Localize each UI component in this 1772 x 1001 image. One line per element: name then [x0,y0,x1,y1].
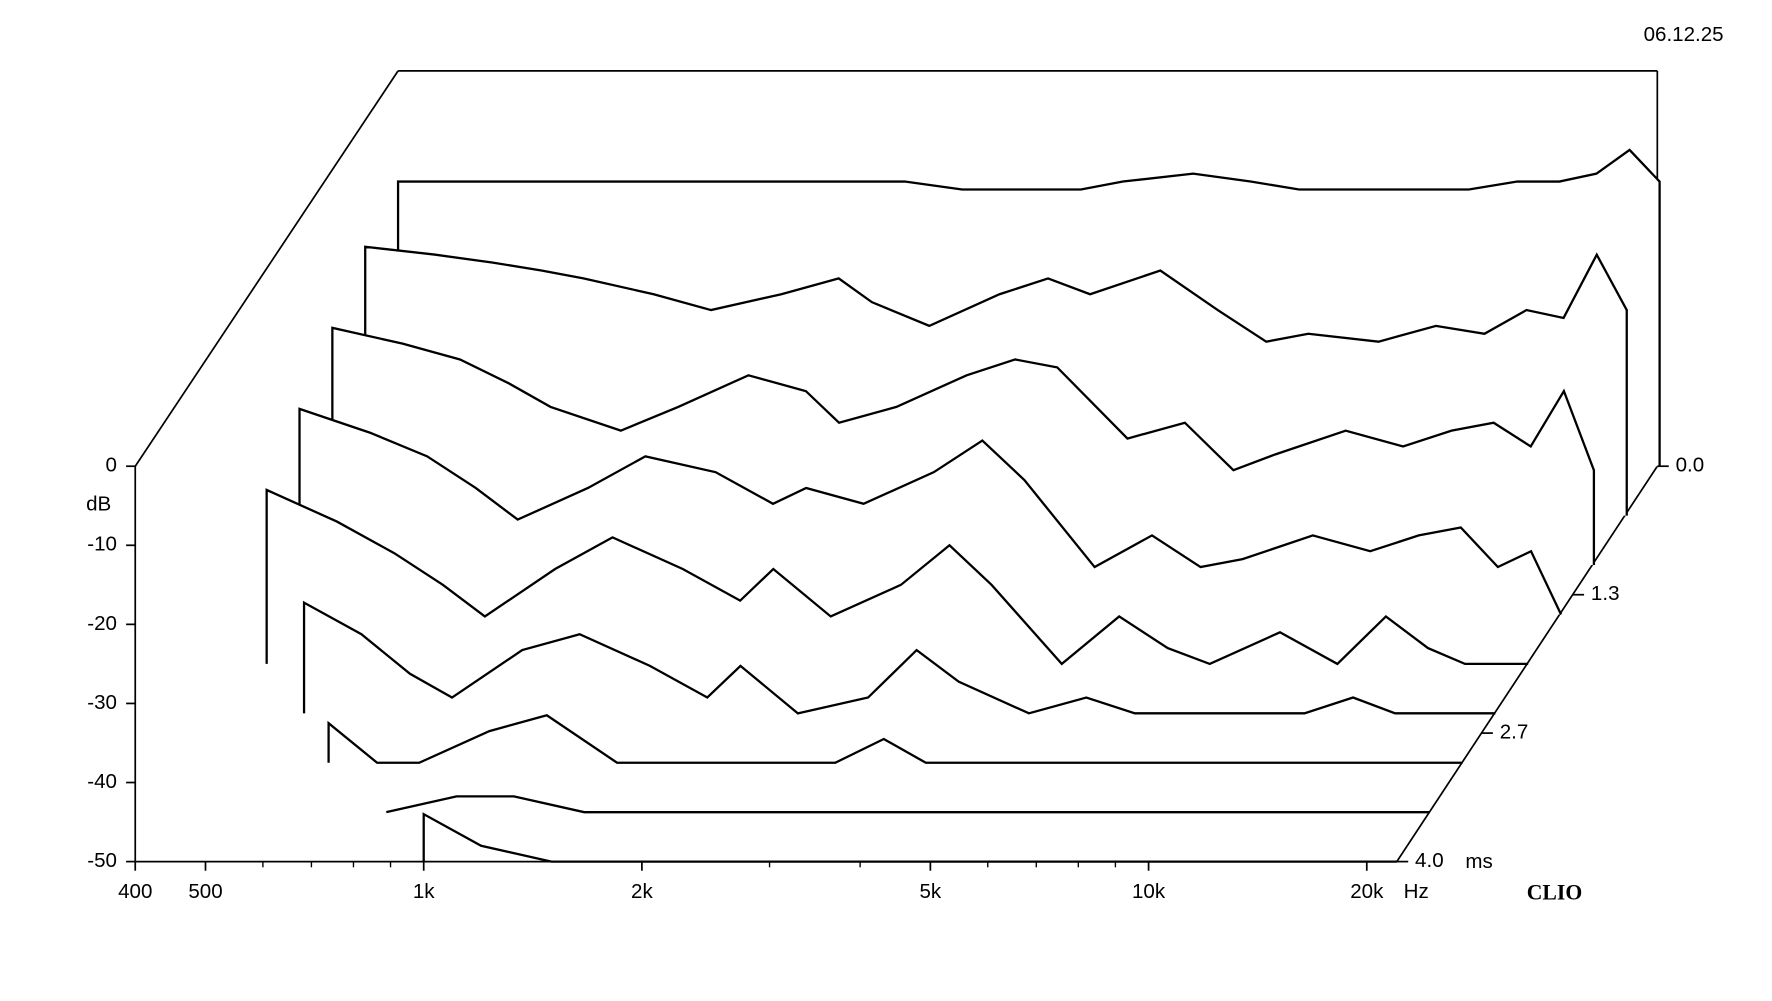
slice-line [364,245,1628,516]
slice-line [298,407,1563,615]
z-tick-label: 2.7 [1500,721,1529,744]
slice-fill [386,796,1430,813]
y-tick-label: -40 [87,770,117,793]
slice-fill [423,814,1397,862]
box-edge [134,70,399,467]
date: 06.12.25 [1644,23,1724,46]
y-tick-label: -10 [87,533,117,556]
z-tick-label: 0.0 [1676,454,1705,477]
z-tick-label: 1.3 [1591,582,1620,605]
slice-fill [266,489,1529,664]
x-axis-label: Hz [1404,880,1429,903]
slice-line [327,714,1463,764]
slice-fill [304,602,1496,714]
x-tick-label: 500 [188,880,222,903]
y-tick-label: -50 [87,849,117,872]
x-tick-label: 10k [1132,880,1166,903]
slice-line [302,600,1496,715]
x-tick-label: 20k [1350,880,1384,903]
x-tick-label: 400 [118,880,152,903]
z-axis-label: ms [1465,850,1492,873]
slice-line [396,148,1661,467]
slice-line [422,812,1397,863]
x-tick-label: 1k [413,880,435,903]
x-tick-label: 5k [920,880,942,903]
slice-line [265,488,1529,666]
slice-line [386,795,1430,814]
y-tick-label: -30 [87,691,117,714]
y-tick-label: 0 [106,454,117,477]
y-tick-label: -20 [87,612,117,635]
slice-line [331,326,1596,566]
y-axis-label: dB [86,493,111,516]
brand: CLIO [1527,881,1582,905]
z-tick-label: 4.0 [1415,849,1444,872]
slice-fill [328,715,1463,763]
x-tick-label: 2k [631,880,653,903]
